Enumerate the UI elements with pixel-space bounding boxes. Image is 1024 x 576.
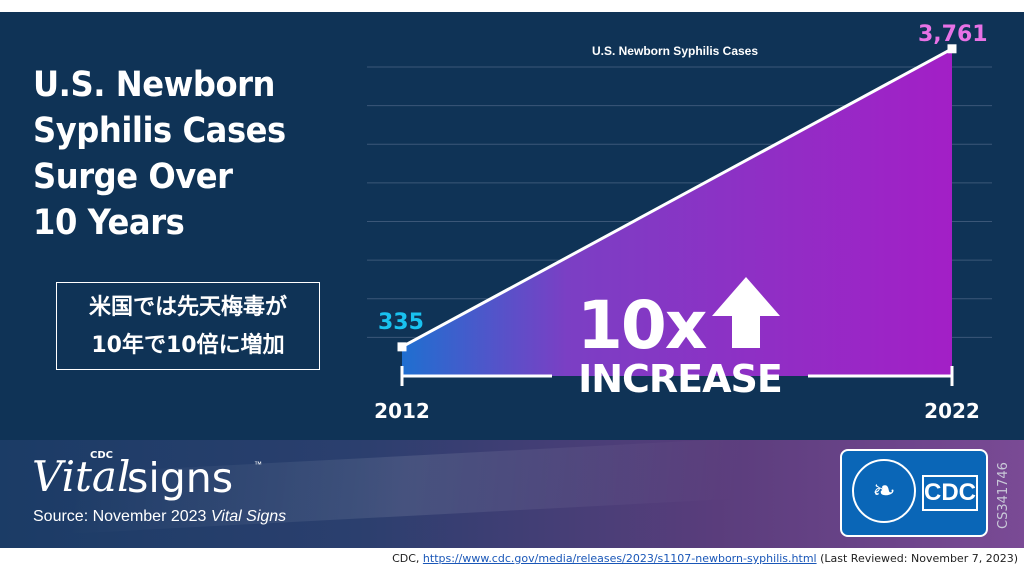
data-point-2022	[947, 44, 957, 54]
headline-line-1: U.S. Newborn	[33, 65, 276, 105]
up-arrow-icon	[712, 277, 780, 348]
value-label-2012: 335	[378, 310, 424, 335]
headline-line-4: 10 Years	[33, 203, 185, 243]
caption-prefix: CDC,	[392, 552, 423, 565]
brand-signs: signs	[127, 454, 234, 502]
x-tick-2012: 2012	[374, 399, 430, 423]
annotation-increase: INCREASE	[578, 357, 782, 401]
caption-link[interactable]: https://www.cdc.gov/media/releases/2023/…	[422, 552, 817, 565]
hhs-eagle-seal-icon: ❧	[852, 459, 916, 523]
area-chart: U.S. Newborn Syphilis Cases 335 3,761 20…	[367, 22, 992, 423]
chart-title: U.S. Newborn Syphilis Cases	[592, 44, 758, 58]
data-point-2012	[397, 342, 407, 352]
x-axis	[400, 366, 954, 386]
brand-cdc-small: CDC	[90, 450, 113, 461]
japanese-note-line-1: 米国では先天梅毒が	[88, 295, 287, 320]
headline-line-3: Surge Over	[33, 157, 233, 197]
brand-tm: ™	[254, 460, 262, 469]
area-fill	[402, 48, 952, 376]
document-id: CS341746	[996, 462, 1011, 530]
source-prefix: Source: November 2023	[33, 508, 211, 525]
top-margin	[0, 0, 1024, 12]
japanese-note-line-2: 10年で10倍に増加	[91, 333, 285, 358]
x-tick-2022: 2022	[924, 399, 980, 423]
caption-suffix: (Last Reviewed: November 7, 2023)	[816, 552, 1018, 565]
trend-line	[401, 47, 953, 349]
brand-vital: Vital	[32, 452, 131, 501]
cdc-logo: ❧ CDC	[840, 449, 988, 537]
headline: U.S. Newborn Syphilis Cases Surge Over 1…	[33, 62, 309, 246]
value-label-2022: 3,761	[918, 22, 988, 47]
annotation-10x: 10x	[577, 287, 707, 364]
japanese-note-box: 米国では先天梅毒が 10年で10倍に増加	[56, 282, 320, 370]
caption: CDC, https://www.cdc.gov/media/releases/…	[0, 552, 1018, 565]
cdc-logo-text: CDC	[922, 475, 978, 511]
source-italic: Vital Signs	[210, 508, 287, 525]
headline-line-2: Syphilis Cases	[33, 111, 286, 151]
source-line: Source: November 2023 Vital Signs	[33, 508, 286, 526]
